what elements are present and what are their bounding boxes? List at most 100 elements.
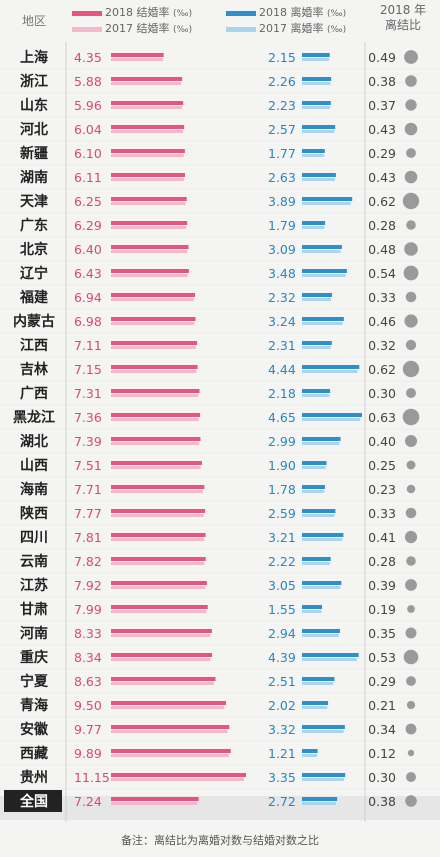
divorce-2018-bar (302, 557, 331, 561)
region-label: 福建 (19, 289, 48, 306)
divorce-rate-value: 2.22 (268, 554, 296, 569)
total-row-background (0, 796, 440, 820)
divorce-2018-bar (302, 293, 332, 297)
divorce-2018-bar (302, 653, 359, 657)
divorce-2017-bar (302, 754, 318, 757)
marriage-2017-bar (111, 346, 196, 349)
divorce-2018-bar (302, 677, 335, 681)
divorce-2018-bar (302, 509, 336, 513)
divorce-marriage-ratio-value: 0.19 (368, 602, 396, 617)
marriage-rate-value: 6.04 (74, 122, 102, 137)
region-label: 内蒙古 (13, 313, 55, 330)
marriage-rate-value: 7.39 (74, 434, 102, 449)
marriage-rate-value: 7.99 (74, 602, 102, 617)
marriage-2018-bar (111, 341, 198, 345)
marriage-2018-bar (111, 797, 199, 801)
divorce-2018-bar (302, 125, 336, 129)
divorce-2017-bar (302, 514, 335, 517)
marriage-rate-value: 4.35 (74, 50, 102, 65)
divorce-rate-value: 3.35 (268, 770, 296, 785)
ratio-dot (406, 676, 416, 686)
divorce-rate-value: 1.21 (268, 746, 296, 761)
divorce-marriage-ratio-value: 0.54 (368, 266, 396, 281)
marriage-rate-value: 7.15 (74, 362, 102, 377)
divorce-2018-bar (302, 197, 353, 201)
divorce-rate-value: 2.94 (268, 626, 296, 641)
ratio-dot (406, 388, 416, 398)
ratio-dot (404, 50, 418, 64)
region-label: 广西 (20, 385, 48, 402)
ratio-dot (406, 220, 416, 230)
marriage-2018-bar (111, 725, 230, 729)
region-label: 河北 (20, 121, 48, 138)
divorce-2017-bar (302, 658, 357, 661)
marriage-rate-value: 6.10 (74, 146, 102, 161)
divorce-rate-value: 3.32 (268, 722, 296, 737)
marriage-2018-bar (111, 485, 205, 489)
divorce-2017-bar (302, 250, 341, 253)
total-label-background (4, 790, 62, 812)
marriage-2017-bar (111, 154, 184, 157)
divorce-2018-bar (302, 149, 325, 153)
divorce-marriage-ratio-value: 0.63 (368, 410, 396, 425)
footnote: 备注：离结比为离婚对数与结婚对数之比 (121, 834, 319, 847)
divorce-rate-value: 1.90 (268, 458, 296, 473)
divorce-2017-bar (302, 58, 329, 61)
marriage-rate-value: 8.34 (74, 650, 102, 665)
legend-unit: (‰) (327, 9, 347, 19)
divorce-2017-bar (302, 322, 343, 325)
divorce-rate-value: 1.77 (268, 146, 296, 161)
divorce-2017-bar (302, 370, 358, 373)
divorce-rate-value: 3.48 (268, 266, 296, 281)
divorce-2018-bar (302, 797, 338, 801)
divorce-2017-bar (302, 274, 346, 277)
marriage-2018-bar (111, 533, 206, 537)
legend-swatch-marriage-2017 (72, 26, 102, 32)
ratio-dot (405, 339, 417, 351)
divorce-rate-value: 3.09 (268, 242, 296, 257)
marriage-2017-bar (111, 754, 229, 757)
divorce-2017-bar (302, 466, 326, 469)
divorce-rate-value: 2.63 (268, 170, 296, 185)
marriage-2017-bar (111, 634, 211, 637)
divorce-marriage-ratio-value: 0.28 (368, 218, 396, 233)
region-label: 湖南 (20, 169, 48, 186)
divorce-2017-bar (302, 778, 344, 781)
ratio-dot (404, 314, 418, 328)
marriage-2017-bar (111, 418, 199, 421)
marriage-rate-value: 8.33 (74, 626, 102, 641)
ratio-dot (405, 627, 417, 639)
divorce-marriage-ratio-value: 0.29 (368, 146, 396, 161)
divorce-marriage-ratio-value: 0.33 (368, 506, 396, 521)
divorce-rate-value: 2.72 (268, 794, 296, 809)
legend-unit: (‰) (173, 9, 193, 19)
divorce-2017-bar (302, 346, 331, 349)
marriage-rate-value: 9.89 (74, 746, 102, 761)
region-label: 江西 (20, 337, 48, 354)
marriage-2017-bar (111, 442, 200, 445)
marriage-rate-value: 5.96 (74, 98, 102, 113)
ratio-dot (406, 460, 416, 470)
marriage-rate-value: 6.11 (74, 170, 102, 185)
marriage-2017-bar (111, 610, 207, 613)
marriage-2018-bar (111, 677, 216, 681)
region-label: 吉林 (20, 361, 48, 378)
legend-label-marriage-2017: 2017 结婚率 (105, 22, 170, 35)
ratio-dot (404, 122, 418, 136)
divorce-2017-bar (302, 226, 325, 229)
region-label: 浙江 (20, 73, 48, 90)
region-label: 天津 (20, 193, 48, 210)
ratio-dot (405, 291, 417, 303)
divorce-2017-bar (302, 154, 325, 157)
divorce-marriage-ratio-value: 0.33 (368, 290, 396, 305)
divorce-2017-bar (302, 106, 330, 109)
divorce-2018-bar (302, 389, 331, 393)
divorce-2018-bar (302, 437, 341, 441)
legend-label-divorce-2018: 2018 离婚率 (259, 6, 324, 19)
marriage-2018-bar (111, 149, 185, 153)
divorce-marriage-ratio-value: 0.32 (368, 338, 396, 353)
region-label: 黑龙江 (13, 409, 55, 426)
divorce-2018-bar (302, 629, 340, 633)
marriage-2017-bar (111, 802, 198, 805)
marriage-2018-bar (111, 581, 207, 585)
